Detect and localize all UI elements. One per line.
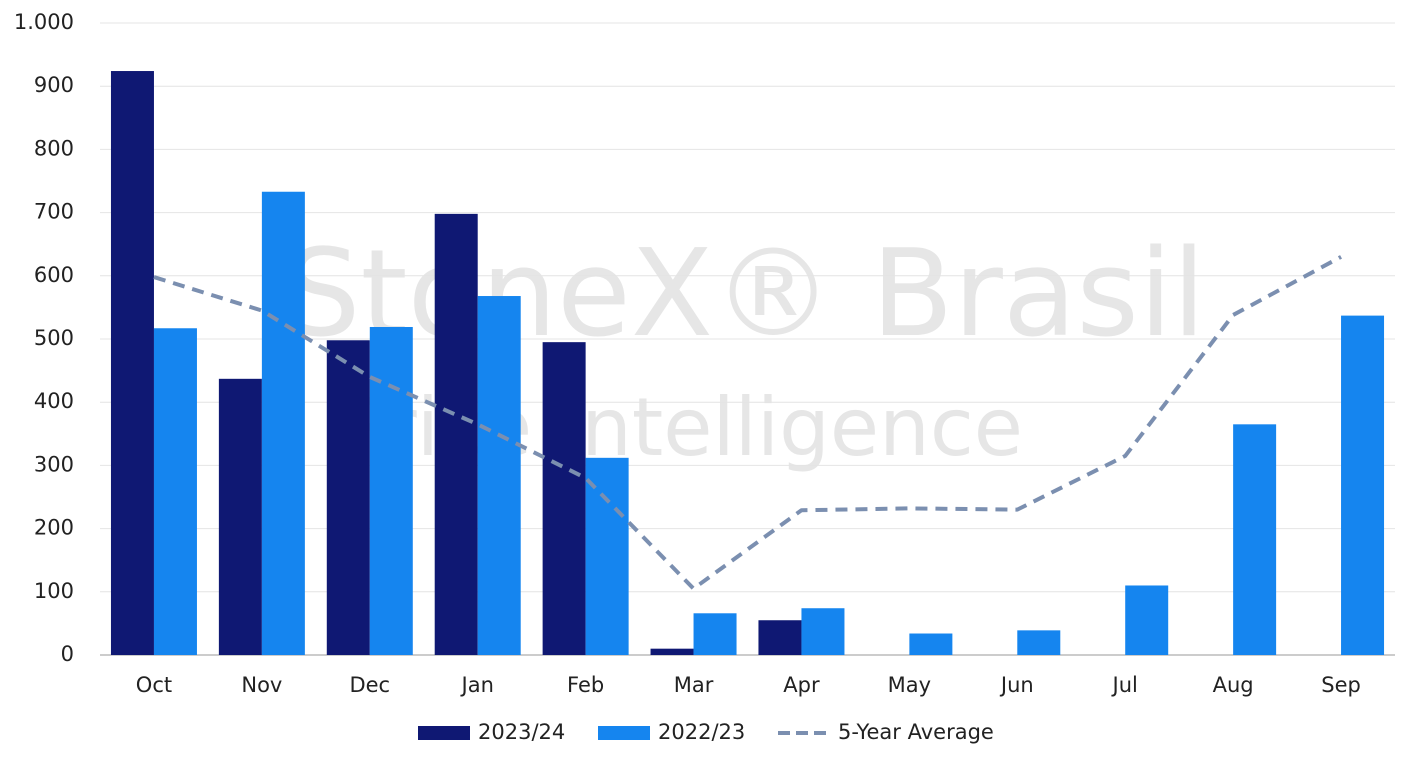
x-tick-label: May (888, 673, 931, 697)
x-tick-label: Oct (136, 673, 172, 697)
bar (585, 457, 629, 655)
y-tick-label: 900 (34, 73, 74, 97)
legend-label: 5-Year Average (838, 720, 994, 744)
x-tick-label: Jun (999, 673, 1034, 697)
y-tick-label: 800 (34, 136, 74, 160)
line (153, 255, 1342, 591)
y-tick-label: 400 (34, 389, 74, 413)
bar (261, 191, 305, 655)
legend-swatch (418, 726, 470, 740)
legend-swatch (598, 726, 650, 740)
bar (326, 340, 370, 655)
bar (1125, 585, 1169, 655)
bar (909, 633, 953, 655)
y-tick-label: 500 (34, 326, 74, 350)
x-tick-label: Apr (783, 673, 820, 697)
y-tick-label: 100 (34, 579, 74, 603)
bar (1341, 315, 1385, 655)
bar (1233, 424, 1277, 655)
bar (477, 296, 521, 655)
bar (369, 326, 413, 655)
x-tick-label: Jul (1111, 673, 1138, 697)
y-tick-label: 200 (34, 516, 74, 540)
bar (153, 328, 197, 655)
watermark: StoneX® Brasil (284, 225, 1205, 364)
bar (801, 608, 845, 655)
bar (650, 648, 694, 655)
y-tick-label: 700 (34, 200, 74, 224)
x-tick-label: Feb (567, 673, 604, 697)
x-tick-label: Jan (460, 673, 494, 697)
y-tick-label: 300 (34, 452, 74, 476)
y-tick-label: 600 (34, 263, 74, 287)
x-tick-label: Aug (1213, 673, 1254, 697)
bar (542, 342, 586, 655)
bar (1017, 630, 1061, 655)
bar (758, 620, 802, 655)
bar (110, 71, 154, 656)
y-tick-label: 0 (61, 642, 74, 666)
bar (693, 613, 737, 655)
legend-label: 2022/23 (658, 720, 745, 744)
bar (218, 378, 262, 655)
y-tick-label: 1.000 (14, 10, 74, 34)
legend-label: 2023/24 (478, 720, 565, 744)
x-tick-label: Nov (241, 673, 282, 697)
x-tick-label: Mar (674, 673, 714, 697)
x-tick-label: Sep (1321, 673, 1361, 697)
bar (434, 213, 478, 655)
x-tick-label: Dec (349, 673, 390, 697)
